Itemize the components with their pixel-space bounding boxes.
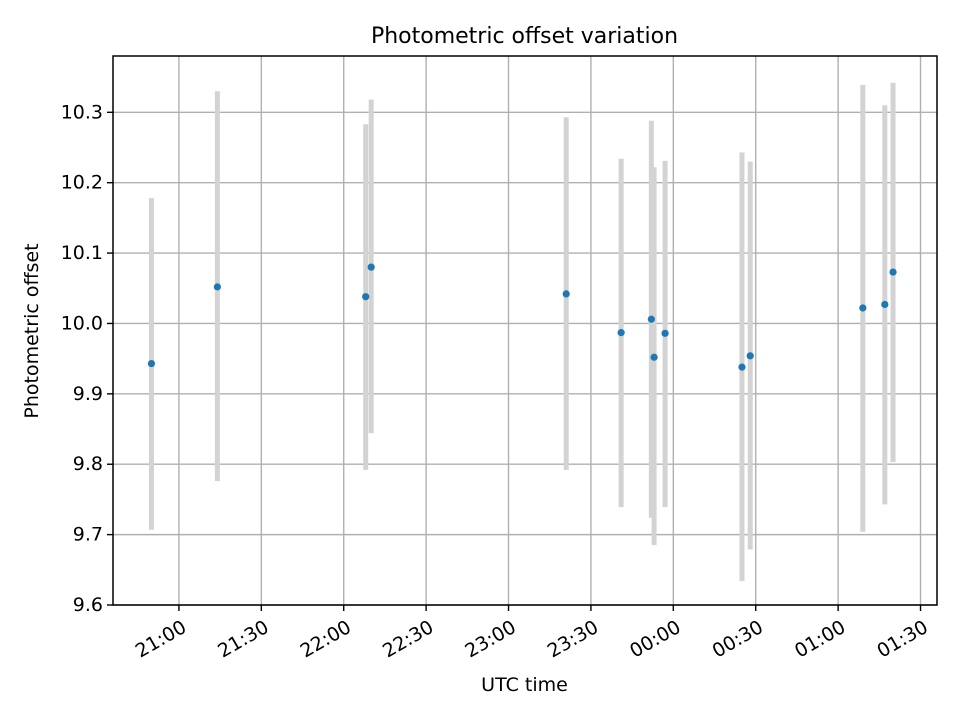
data-point	[647, 315, 655, 323]
data-point	[147, 359, 156, 368]
y-tick-label: 9.6	[73, 594, 103, 616]
y-tick-label: 9.9	[73, 383, 103, 405]
data-point	[738, 363, 746, 371]
y-axis-label: Photometric offset	[21, 243, 43, 418]
x-axis-label: UTC time	[481, 674, 568, 696]
data-point	[213, 283, 221, 291]
y-tick-label: 10.2	[61, 172, 103, 194]
data-point	[617, 329, 625, 337]
data-point	[362, 293, 370, 301]
data-points	[147, 263, 897, 371]
y-tick-label: 10.1	[61, 242, 103, 264]
plot-frame	[112, 55, 938, 606]
data-point	[889, 268, 897, 276]
data-point	[661, 329, 669, 337]
chart-title: Photometric offset variation	[371, 24, 678, 49]
y-tick-label: 9.8	[73, 453, 103, 475]
data-point	[881, 300, 889, 309]
data-point	[562, 290, 570, 298]
data-point	[650, 353, 658, 361]
y-axis-ticks: 9.6 9.7 9.8 9.9 10.0 10.1 10.2 10.3	[61, 101, 113, 616]
data-point	[367, 263, 375, 271]
y-tick-label: 9.7	[73, 524, 103, 546]
y-tick-label: 10.0	[61, 312, 103, 334]
data-point	[746, 352, 754, 360]
data-point	[859, 304, 867, 312]
y-tick-label: 10.3	[61, 101, 103, 123]
